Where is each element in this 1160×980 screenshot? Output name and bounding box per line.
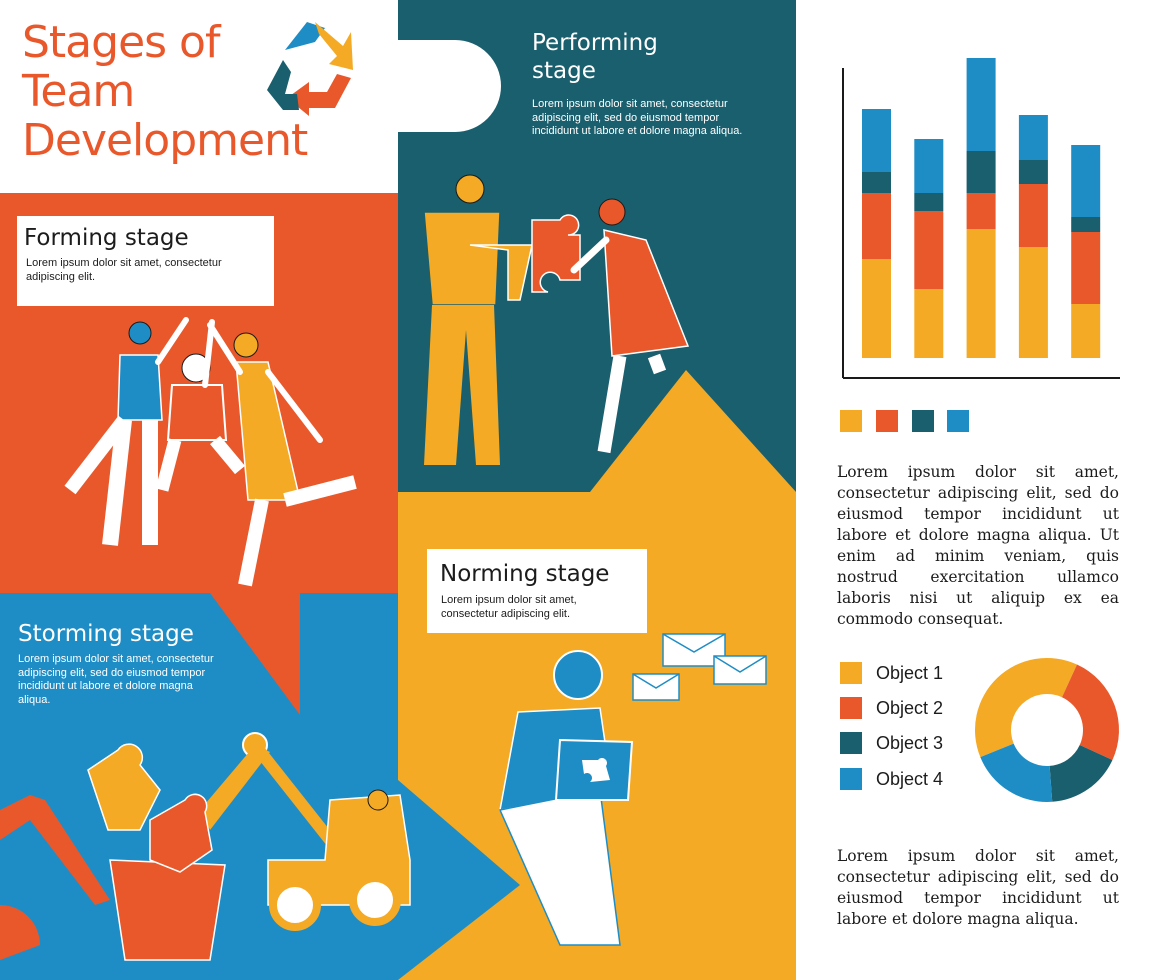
bar-segment-3-2: [966, 193, 996, 229]
envelope-icon: [632, 633, 767, 701]
bar-segment-2-4: [914, 139, 944, 193]
storming-illustration: [0, 732, 411, 961]
forming-illustration: [64, 317, 357, 587]
title-line-2: Team: [22, 66, 135, 117]
bar-segment-2-2: [914, 211, 944, 289]
norming-stage-desc: Lorem ipsum dolor sit amet, consectetur …: [441, 594, 577, 620]
legend-swatch: [840, 662, 862, 684]
puzzle-notch: [398, 40, 501, 132]
page-title: Stages of Team Development: [22, 18, 352, 165]
title-line-1: Stages of: [22, 17, 220, 68]
paragraph-1: Lorem ipsum dolor sit amet, consectetur …: [837, 463, 1119, 628]
bar-segment-1-2: [862, 193, 891, 259]
legend-label: Object 3: [876, 732, 944, 753]
forming-stage-title: Forming stage: [24, 225, 189, 251]
forming-stage-desc: Lorem ipsum dolor sit amet, consectetur …: [26, 257, 222, 283]
bar-segment-4-3: [1018, 160, 1048, 184]
donut-chart: [975, 657, 1119, 802]
storming-arrow: [398, 780, 520, 980]
bar-legend-swatch-teal: [912, 410, 934, 432]
donut-slice-2: [1061, 664, 1119, 760]
performing-stage-desc: Lorem ipsum dolor sit amet, consectetur …: [532, 98, 743, 137]
norming-illustration: [498, 650, 634, 946]
donut-slice-1: [975, 657, 1077, 758]
legend-swatch: [840, 732, 862, 754]
bar-segment-2-3: [914, 193, 944, 211]
puzzle-piece-icon: [582, 758, 610, 782]
norming-stage-card: [427, 549, 647, 633]
bar-segment-1-3: [862, 172, 891, 193]
bar-segment-5-4: [1071, 145, 1101, 217]
norming-stage-title: Norming stage: [440, 561, 610, 587]
legend-label: Object 2: [876, 697, 944, 718]
bar-segment-4-4: [1018, 115, 1048, 160]
legend-item-object-2: Object 2: [840, 696, 943, 720]
forming-stage-card: [17, 216, 274, 306]
paragraph-2: Lorem ipsum dolor sit amet, consectetur …: [837, 847, 1119, 928]
title-line-3: Development: [22, 115, 308, 166]
performing-stage-title: Performing stage: [532, 30, 658, 84]
bar-segment-4-1: [1018, 247, 1048, 358]
legend-item-object-1: Object 1: [840, 661, 943, 685]
bar-segment-1-1: [862, 259, 891, 358]
storming-stage-title: Storming stage: [18, 621, 194, 647]
bar-segment-5-2: [1071, 232, 1101, 304]
bar-segment-5-1: [1071, 304, 1101, 358]
legend-swatch: [840, 697, 862, 719]
bar-segment-2-1: [914, 289, 944, 358]
bar-legend-swatch-yellow: [840, 410, 862, 432]
legend-item-object-4: Object 4: [840, 767, 943, 791]
donut-slice-3: [1049, 744, 1113, 802]
bar-segment-1-4: [862, 109, 891, 172]
bar-segment-5-3: [1071, 217, 1101, 232]
recycle-icon: [267, 22, 353, 116]
norming-arrow: [590, 370, 796, 492]
bar-legend-swatch-orange: [876, 410, 898, 432]
stacked-bar-chart: [842, 58, 1120, 379]
legend-label: Object 4: [876, 768, 944, 789]
bar-segment-3-1: [966, 229, 996, 358]
donut-slice-4: [980, 743, 1053, 802]
legend-label: Object 1: [876, 662, 944, 683]
storming-stage-desc: Lorem ipsum dolor sit amet, consectetur …: [18, 653, 214, 706]
performing-illustration: [423, 174, 690, 465]
bar-segment-4-2: [1018, 184, 1048, 247]
legend-item-object-3: Object 3: [840, 731, 943, 755]
bar-segment-3-4: [966, 58, 996, 151]
bar-legend-swatch-blue: [947, 410, 969, 432]
bar-segment-3-3: [966, 151, 996, 193]
legend-swatch: [840, 768, 862, 790]
